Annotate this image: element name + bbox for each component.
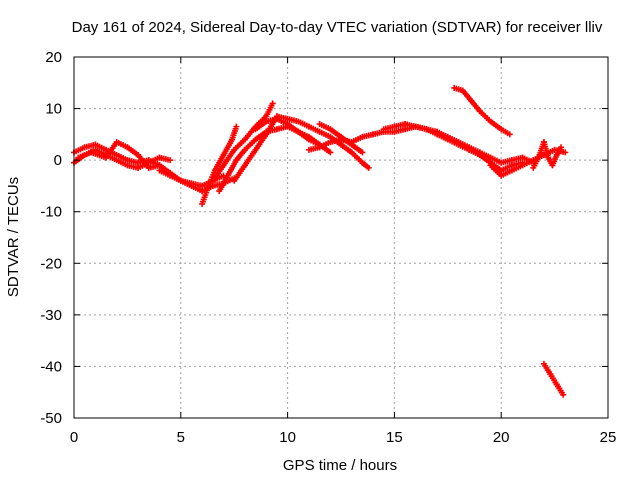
data-point bbox=[167, 157, 174, 164]
chart-title: Day 161 of 2024, Sidereal Day-to-day VTE… bbox=[72, 19, 603, 36]
y-tick-label: -50 bbox=[40, 410, 62, 427]
data-point bbox=[327, 149, 334, 156]
x-tick-label: 25 bbox=[600, 429, 617, 446]
y-tick-label: 0 bbox=[54, 152, 62, 169]
series-track-f bbox=[209, 100, 276, 184]
data-point bbox=[562, 149, 569, 156]
y-tick-label: -10 bbox=[40, 204, 62, 221]
plot-frame bbox=[73, 56, 609, 419]
data-point bbox=[269, 100, 276, 107]
x-tick-label: 0 bbox=[70, 429, 78, 446]
series-track-c bbox=[75, 139, 163, 171]
y-tick-label: 10 bbox=[45, 101, 62, 118]
data-series bbox=[71, 84, 569, 398]
data-point bbox=[365, 164, 372, 171]
x-tick-label: 20 bbox=[493, 429, 510, 446]
x-tick-label: 15 bbox=[386, 429, 403, 446]
data-point bbox=[506, 131, 513, 138]
series-track-d bbox=[156, 167, 238, 195]
axis-ticks: 0 5 10 15 20 25 -50 -40 -30 -20 -10 0 10 20 bbox=[40, 49, 616, 446]
series-track-i bbox=[252, 115, 334, 156]
y-tick-label: -20 bbox=[40, 255, 62, 272]
y-tick-label: -40 bbox=[40, 358, 62, 375]
data-point bbox=[558, 144, 565, 151]
x-tick-label: 10 bbox=[279, 429, 296, 446]
y-tick-label: -30 bbox=[40, 307, 62, 324]
y-axis-label: SDTVAR / TECUs bbox=[5, 177, 22, 297]
data-point bbox=[560, 391, 567, 398]
series-track-n bbox=[530, 139, 565, 171]
y-tick-label: 20 bbox=[45, 49, 62, 66]
x-tick-label: 5 bbox=[177, 429, 185, 446]
series-track-o bbox=[451, 84, 513, 138]
series-track-m bbox=[487, 146, 569, 179]
series-track-p bbox=[540, 360, 567, 398]
x-axis-label: GPS time / hours bbox=[283, 457, 397, 474]
data-point bbox=[156, 162, 163, 169]
data-point bbox=[233, 123, 240, 130]
data-point bbox=[359, 149, 366, 156]
